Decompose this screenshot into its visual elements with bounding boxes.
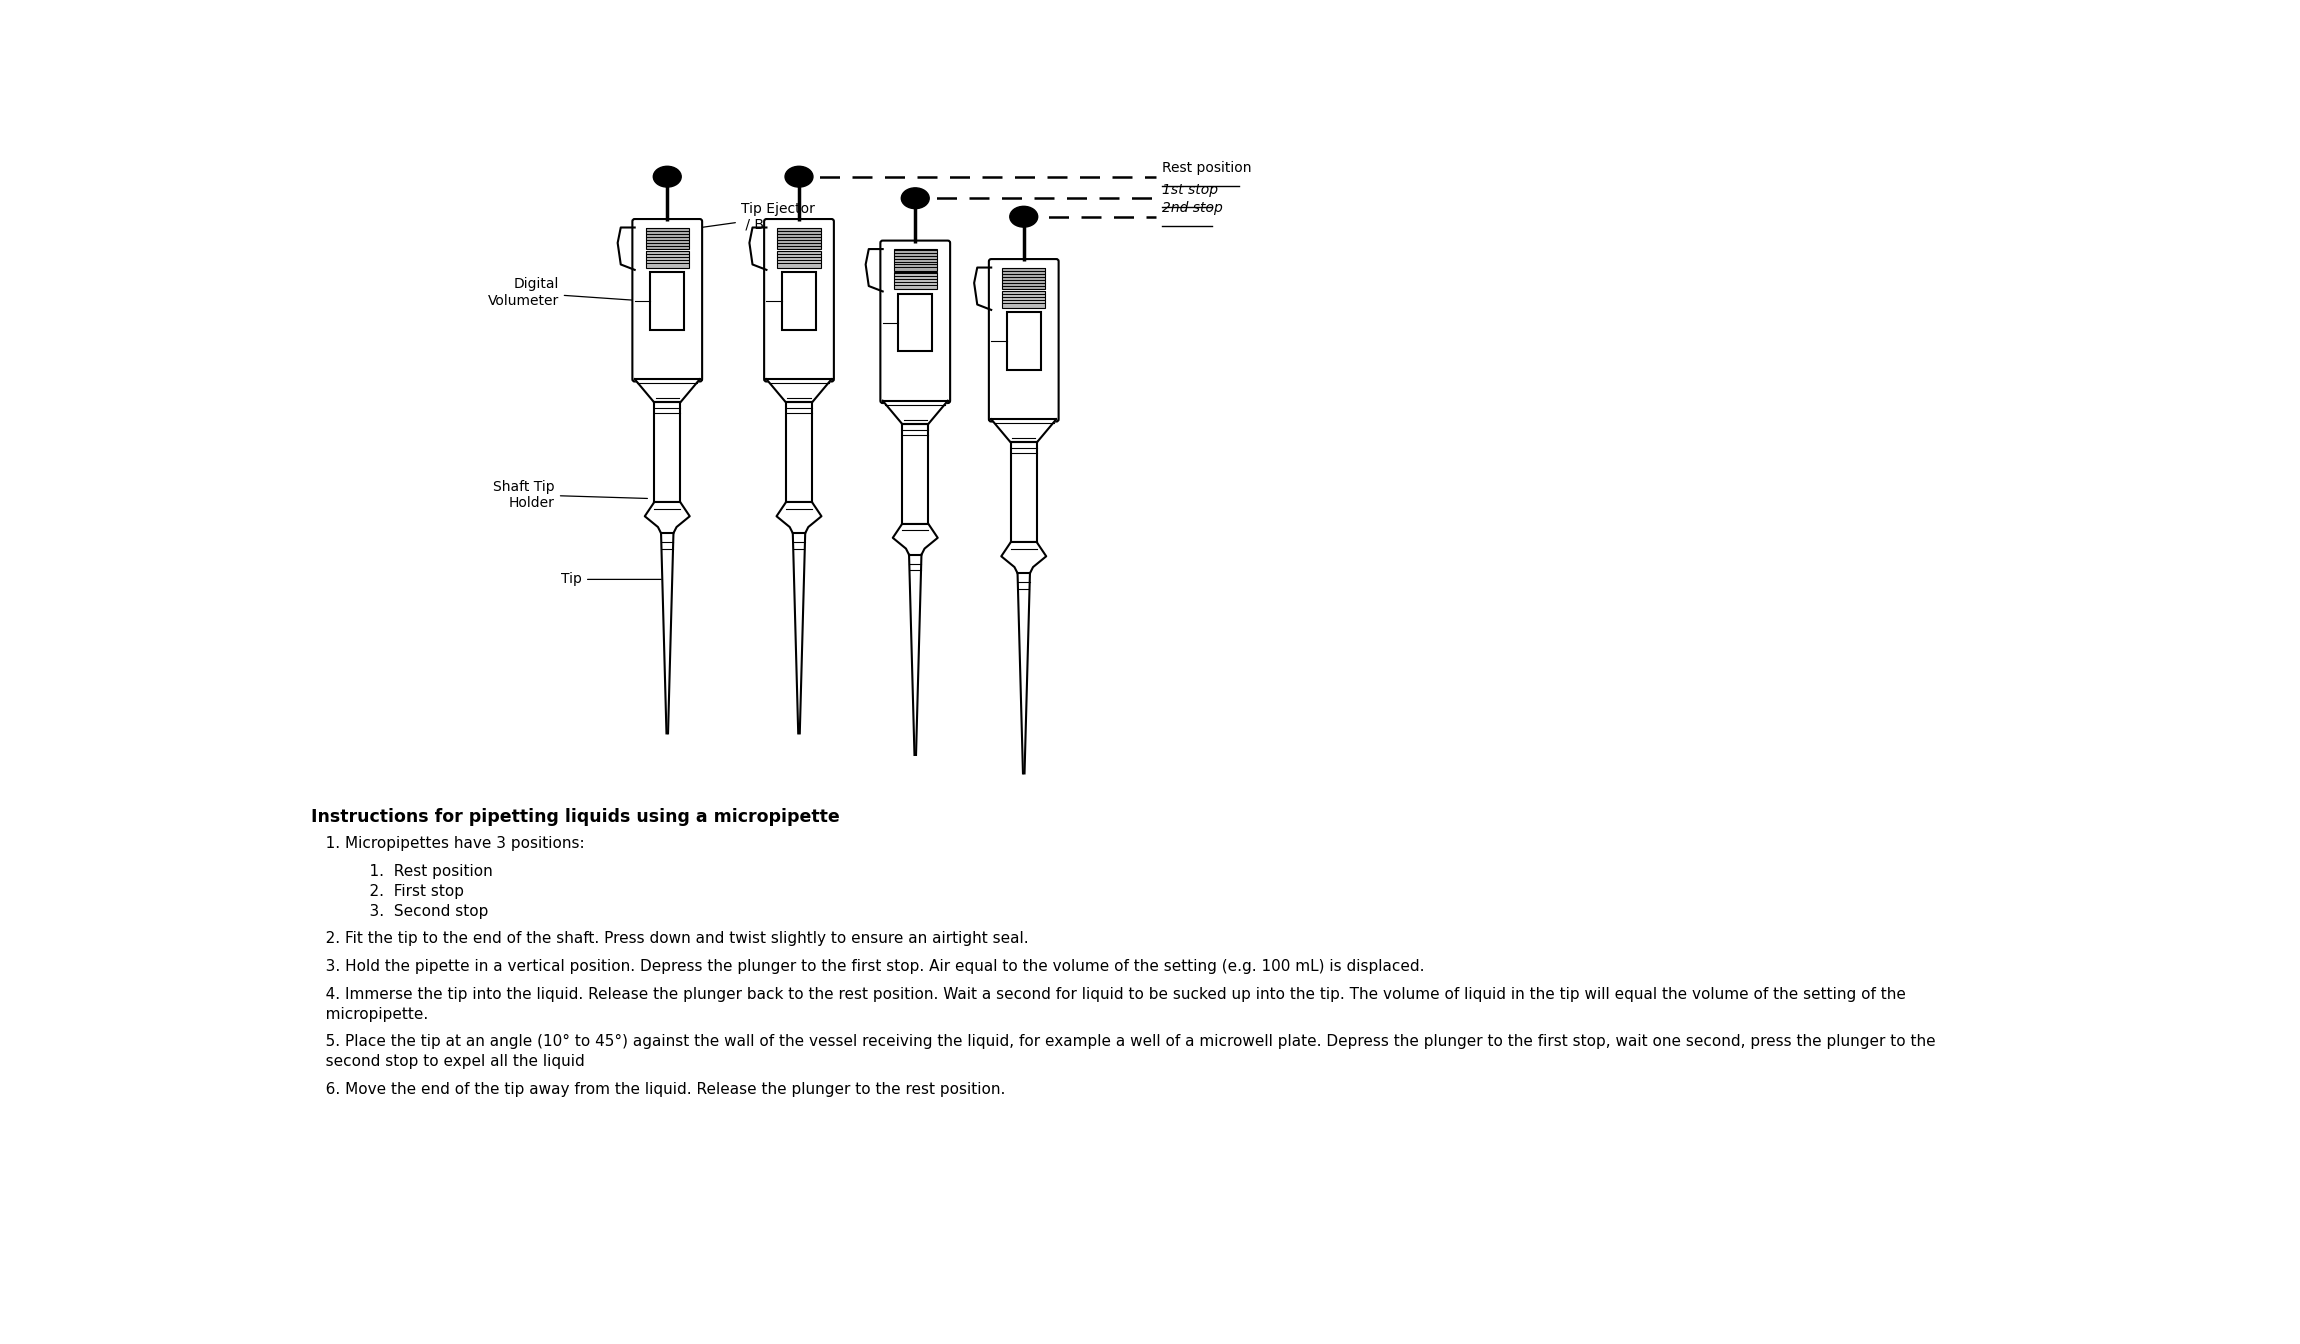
Text: 1st stop: 1st stop xyxy=(1162,183,1217,196)
Text: 2. Fit the tip to the end of the shaft. Press down and twist slightly to ensure : 2. Fit the tip to the end of the shaft. … xyxy=(310,931,1028,946)
Text: Shaft Tip
Holder: Shaft Tip Holder xyxy=(492,480,646,509)
Bar xyxy=(646,227,690,249)
Polygon shape xyxy=(777,503,821,534)
Bar xyxy=(651,271,685,329)
Bar xyxy=(646,250,690,267)
Text: 5. Place the tip at an angle (10° to 45°) against the wall of the vessel receivi: 5. Place the tip at an angle (10° to 45°… xyxy=(310,1035,1934,1050)
Polygon shape xyxy=(660,534,674,734)
Text: 6. Move the end of the tip away from the liquid. Release the plunger to the rest: 6. Move the end of the tip away from the… xyxy=(310,1082,1005,1097)
Text: second stop to expel all the liquid: second stop to expel all the liquid xyxy=(310,1055,584,1070)
Text: Rest position: Rest position xyxy=(1162,161,1251,175)
FancyBboxPatch shape xyxy=(989,259,1058,422)
Text: 2.  First stop: 2. First stop xyxy=(310,883,465,899)
Text: Instructions for pipetting liquids using a micropipette: Instructions for pipetting liquids using… xyxy=(310,808,840,827)
Bar xyxy=(1003,290,1046,308)
Ellipse shape xyxy=(1010,207,1037,227)
Text: Tip Ejector
 / Button: Tip Ejector / Button xyxy=(681,202,814,231)
Polygon shape xyxy=(644,503,690,534)
Bar xyxy=(902,423,929,524)
Bar xyxy=(1003,267,1046,289)
Text: 3.  Second stop: 3. Second stop xyxy=(310,903,488,918)
Text: Digital
Volumeter: Digital Volumeter xyxy=(488,277,632,308)
Polygon shape xyxy=(766,379,833,402)
Bar xyxy=(895,249,936,270)
Text: 4. Immerse the tip into the liquid. Release the plunger back to the rest positio: 4. Immerse the tip into the liquid. Rele… xyxy=(310,986,1907,1001)
Bar xyxy=(787,402,812,503)
FancyBboxPatch shape xyxy=(764,219,835,382)
Polygon shape xyxy=(1017,574,1030,773)
Bar xyxy=(653,402,681,503)
Polygon shape xyxy=(892,524,938,555)
Bar xyxy=(777,250,821,267)
FancyBboxPatch shape xyxy=(881,241,950,403)
Bar xyxy=(895,271,936,289)
Text: 1. Micropipettes have 3 positions:: 1. Micropipettes have 3 positions: xyxy=(310,836,584,851)
Bar xyxy=(777,227,821,249)
Bar xyxy=(1010,442,1037,543)
Bar xyxy=(782,271,816,329)
FancyBboxPatch shape xyxy=(632,219,701,382)
Polygon shape xyxy=(908,555,922,755)
Ellipse shape xyxy=(902,188,929,208)
Polygon shape xyxy=(793,534,805,734)
Polygon shape xyxy=(991,419,1056,442)
Bar xyxy=(899,294,932,352)
Polygon shape xyxy=(883,401,948,423)
Bar xyxy=(1007,312,1042,370)
Polygon shape xyxy=(635,379,699,402)
Ellipse shape xyxy=(653,167,681,187)
Text: 3. Hold the pipette in a vertical position. Depress the plunger to the first sto: 3. Hold the pipette in a vertical positi… xyxy=(310,960,1424,974)
Polygon shape xyxy=(1000,543,1046,574)
Text: micropipette.: micropipette. xyxy=(310,1007,428,1021)
Text: Tip: Tip xyxy=(561,573,665,586)
Text: 1.  Rest position: 1. Rest position xyxy=(310,864,492,879)
Text: 2nd stop: 2nd stop xyxy=(1162,202,1224,215)
Ellipse shape xyxy=(784,167,812,187)
